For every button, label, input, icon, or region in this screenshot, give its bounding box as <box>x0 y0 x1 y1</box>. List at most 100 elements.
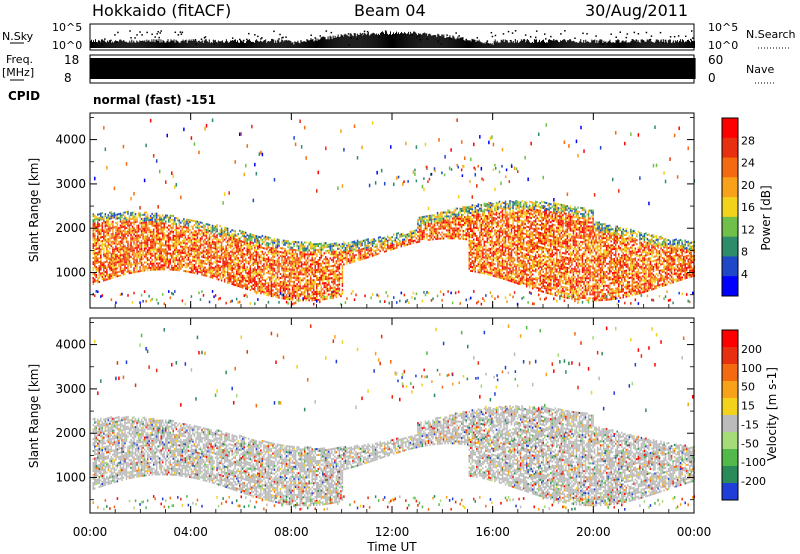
scatter-cell <box>272 273 274 276</box>
scatter-cell <box>270 287 273 290</box>
scatter-cell <box>273 269 276 272</box>
freq-bar <box>562 58 564 79</box>
scatter-cell <box>186 238 188 241</box>
scatter-cell <box>112 246 114 249</box>
freq-bar <box>184 58 187 79</box>
scatter-cell <box>322 298 324 301</box>
scatter-cell <box>183 250 185 253</box>
freq-bar <box>291 58 293 79</box>
scatter-cell <box>273 281 276 284</box>
scatter-cell <box>328 277 330 280</box>
scatter-cell <box>98 245 101 248</box>
scatter-cell <box>222 246 224 249</box>
scatter-cell <box>128 218 131 221</box>
scatter-cell <box>252 262 255 265</box>
scatter-cell <box>174 264 176 267</box>
scatter-cell <box>103 263 105 266</box>
scatter-cell <box>180 265 182 268</box>
noise-bar <box>579 41 581 48</box>
scatter-cell <box>92 235 95 238</box>
scatter-cell <box>122 263 125 266</box>
noise-bar <box>350 33 352 48</box>
scatter-cell <box>140 218 143 221</box>
noise-bar <box>208 39 210 48</box>
scatter-cell <box>332 264 335 267</box>
noise-bar <box>337 34 339 48</box>
scatter-cell <box>158 218 161 221</box>
scatter-cell <box>190 219 193 222</box>
scatter-cell <box>293 266 295 269</box>
scatter-cell <box>257 291 259 294</box>
scatter-cell <box>284 239 286 242</box>
scatter-cell <box>166 260 169 263</box>
scatter-cell <box>95 260 98 263</box>
scatter-cell <box>237 301 239 304</box>
scatter-cell <box>128 260 131 263</box>
noise-bar <box>560 40 562 48</box>
scatter-cell <box>107 218 110 221</box>
freq-bar <box>185 58 188 79</box>
scatter-cell <box>245 285 247 288</box>
scatter-cell <box>222 268 224 271</box>
scatter-cell <box>223 192 226 196</box>
scatter-cell <box>246 144 249 148</box>
scatter-cell <box>189 271 191 274</box>
noise-bar <box>120 39 122 48</box>
scatter-cell <box>112 212 114 215</box>
scatter-cell <box>174 244 176 247</box>
scatter-cell <box>98 225 101 228</box>
scatter-cell <box>172 252 175 255</box>
scatter-cell <box>237 237 239 240</box>
freq-bar <box>497 58 500 79</box>
scatter-cell <box>276 270 279 273</box>
scatter-cell <box>317 258 320 261</box>
freq-right-tick-top: 60 <box>708 53 723 67</box>
scatter-cell <box>303 273 306 276</box>
noise-bar <box>546 42 548 48</box>
noise-bar <box>561 40 563 48</box>
scatter-cell <box>160 226 162 229</box>
scatter-cell <box>252 288 255 291</box>
noise-bar <box>160 39 162 48</box>
freq-bar <box>646 58 649 79</box>
scatter-cell <box>198 255 200 258</box>
scatter-cell <box>323 278 326 281</box>
noise-bar <box>274 42 276 48</box>
freq-bar <box>125 58 127 79</box>
scatter-cell <box>226 227 229 230</box>
scatter-cell <box>116 267 119 270</box>
scatter-cell <box>210 228 212 231</box>
scatter-cell <box>189 245 191 248</box>
scatter-cell <box>243 237 246 240</box>
scatter-cell <box>210 276 212 279</box>
noise-bar <box>626 42 628 48</box>
scatter-cell <box>97 227 99 230</box>
scatter-cell <box>139 236 141 239</box>
noise-bar <box>116 41 118 48</box>
scatter-cell <box>107 250 110 253</box>
scatter-cell <box>302 277 304 280</box>
cpid-text: normal (fast) -151 <box>93 93 216 107</box>
freq-bar <box>553 58 555 79</box>
scatter-cell <box>293 260 295 263</box>
scatter-cell <box>219 257 221 260</box>
noise-bar <box>525 40 527 48</box>
scatter-cell <box>97 223 99 226</box>
noise-bar <box>115 40 117 48</box>
scatter-cell <box>140 259 143 262</box>
scatter-cell <box>110 243 113 246</box>
scatter-cell <box>157 218 159 221</box>
scatter-cell <box>270 259 273 262</box>
scatter-cell <box>303 253 306 256</box>
noise-bar <box>636 41 638 48</box>
noise-dot <box>649 38 652 41</box>
scatter-cell <box>202 262 205 265</box>
scatter-cell <box>261 286 264 289</box>
scatter-cell <box>122 217 125 220</box>
scatter-cell <box>103 279 105 282</box>
scatter-cell <box>178 223 181 226</box>
scatter-cell <box>193 242 196 245</box>
scatter-cell <box>217 256 220 259</box>
freq-bar <box>143 58 145 79</box>
scatter-cell <box>213 247 215 250</box>
